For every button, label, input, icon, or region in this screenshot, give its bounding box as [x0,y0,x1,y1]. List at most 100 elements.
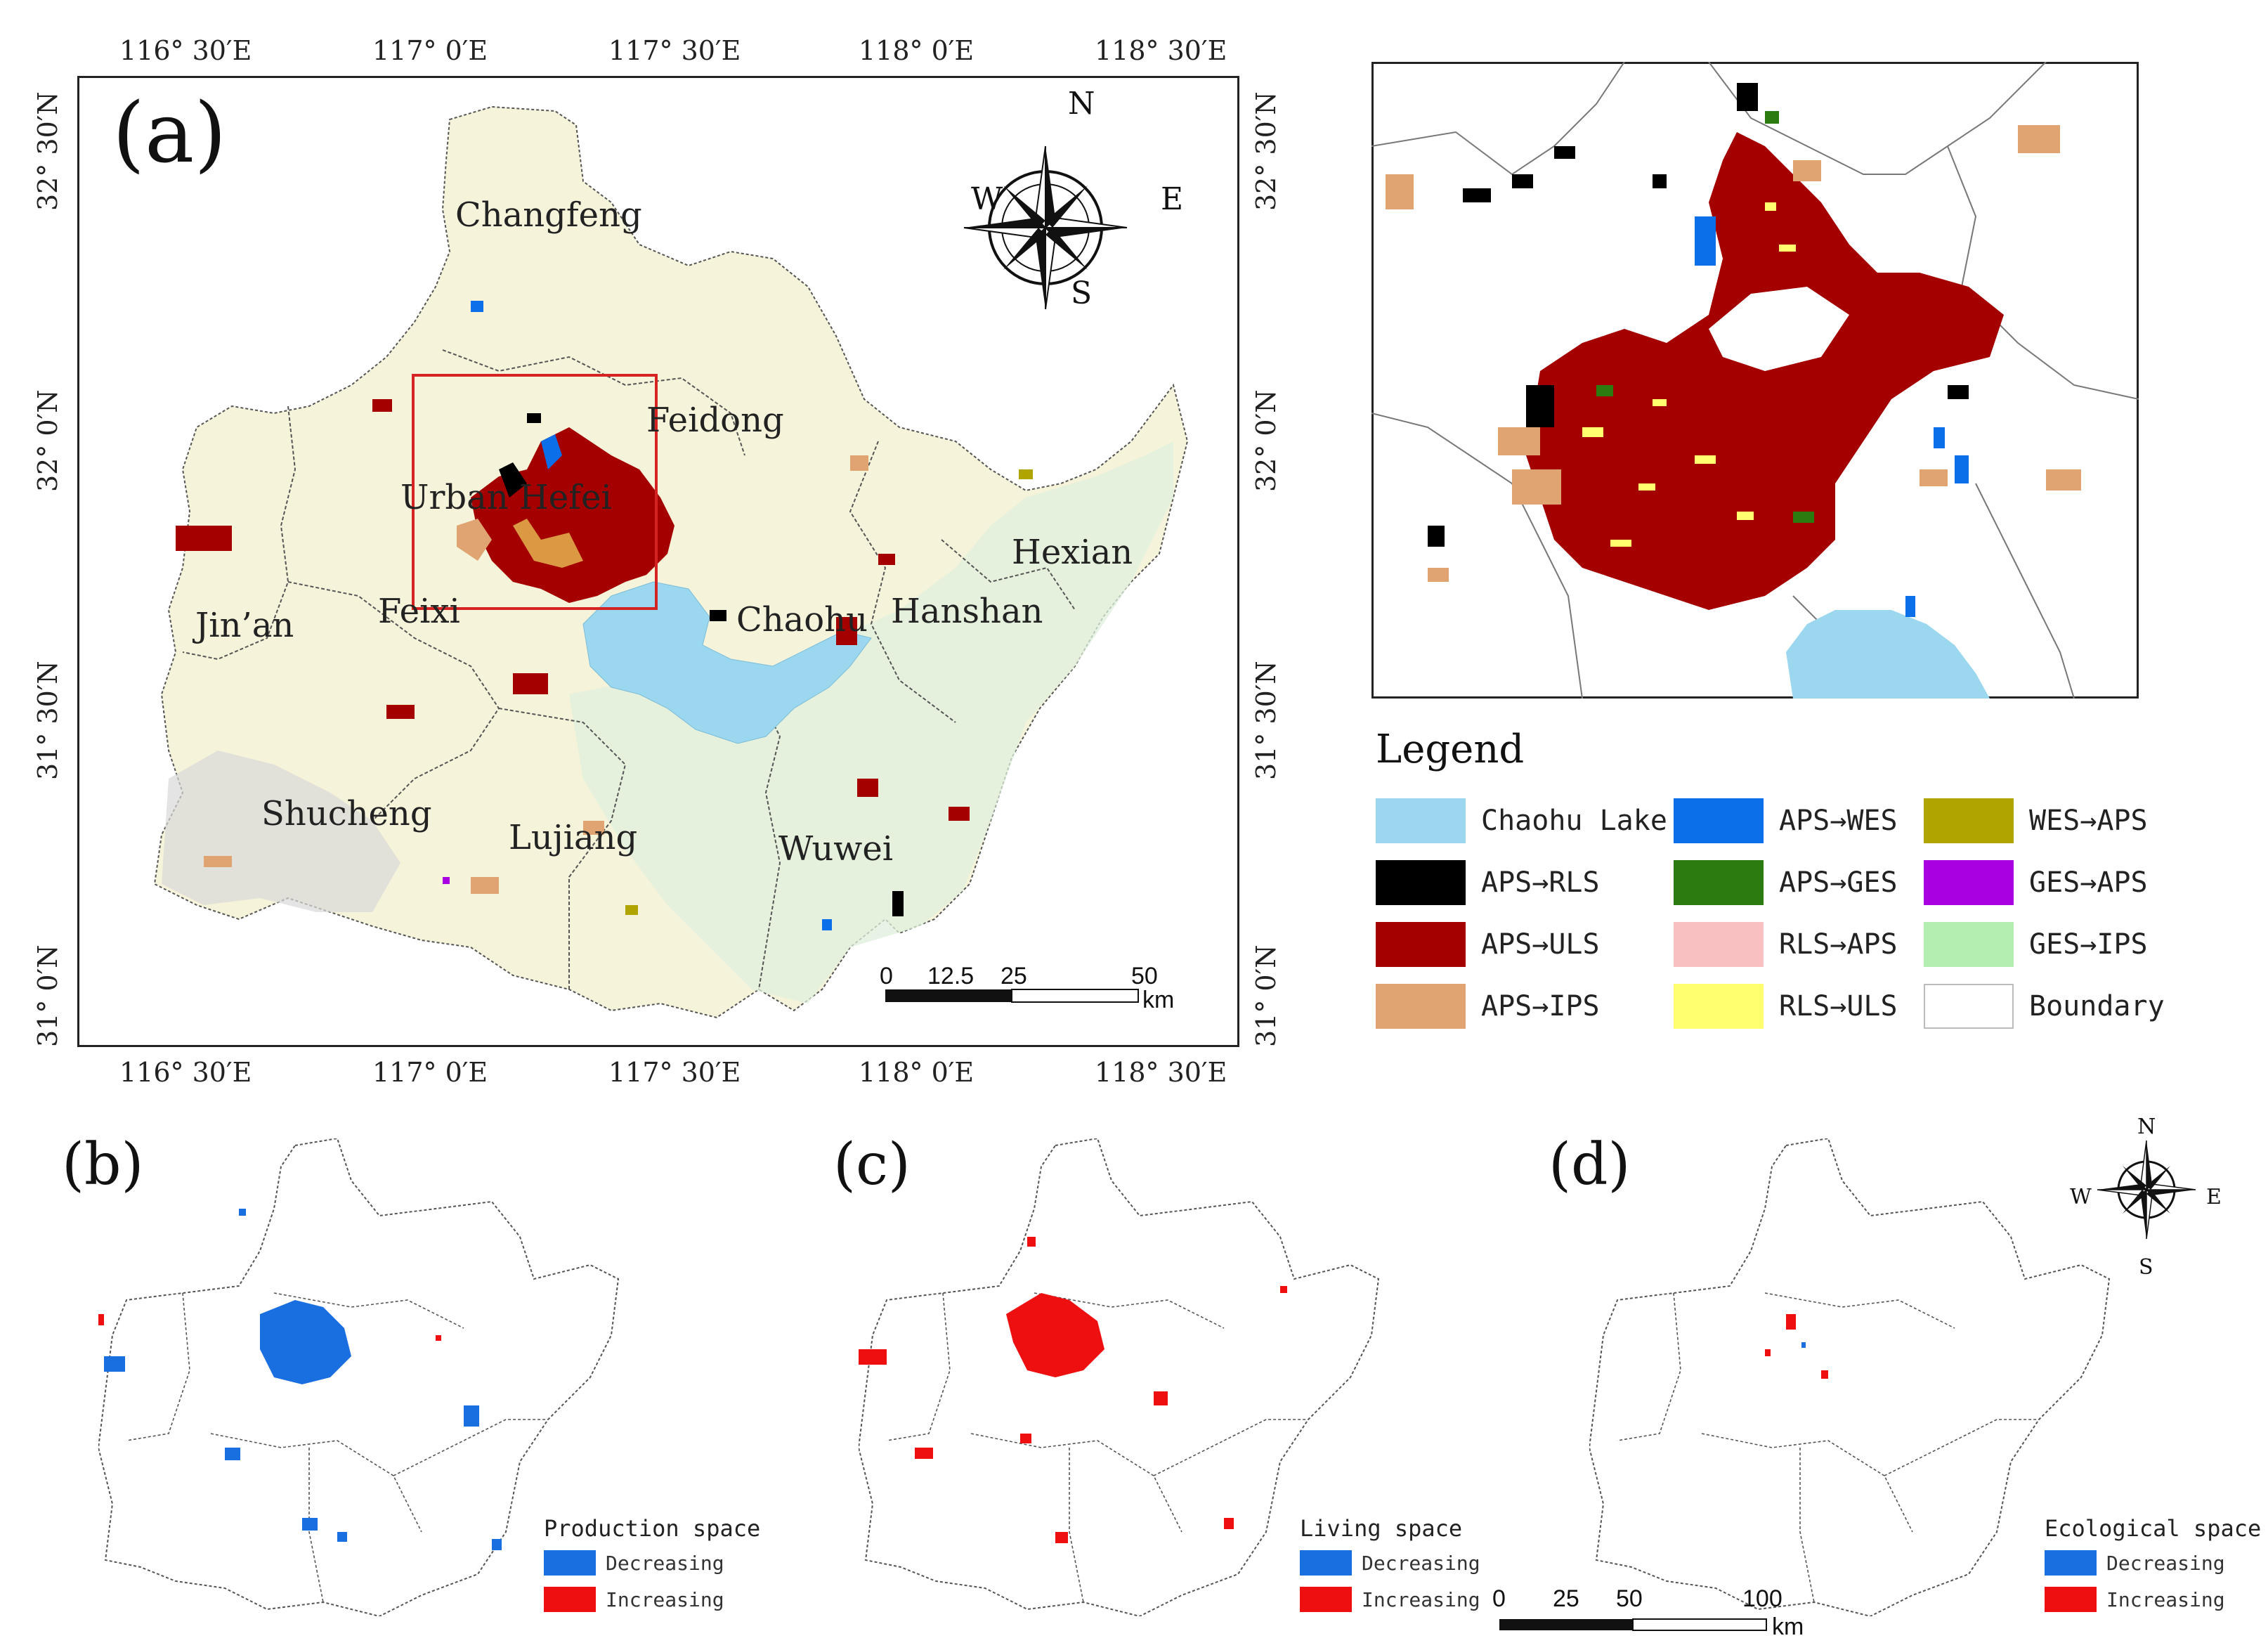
top-tick-1: 116° 30′E [119,35,252,66]
bottom-tick-3: 117° 30′E [608,1057,741,1088]
panel-c-increase [859,1237,1287,1543]
legend-swatch [1674,860,1764,905]
legend-item-wes-aps: WES→APS [1924,798,2148,843]
panel-d-map [1589,1138,2111,1616]
right-tick-1: 32° 30′N [1251,91,1282,211]
bottom-tick-5: 118° 30′E [1095,1057,1227,1088]
panel-b-label: (b) [62,1131,144,1198]
inset-chaohu-lake [1786,610,1990,699]
legend-swatch [1924,984,2014,1029]
scale-a-tick-0: 0 [880,963,893,989]
legend-c-increasing: Increasing [1300,1587,1480,1612]
legend-item-aps-ips: APS→IPS [1376,984,1600,1029]
legend-label: GES→APS [2029,866,2148,899]
right-tick-2: 32° 0′N [1251,389,1282,493]
compass-d-s: S [2139,1255,2153,1280]
legend-label: Boundary [2029,990,2165,1022]
left-tick-3: 31° 30′N [32,661,63,780]
legend-swatch [1376,860,1466,905]
legend-b-increasing: Increasing [544,1587,724,1612]
panel-a-label: (a) [112,84,227,181]
scatter-patches [176,301,1033,930]
panel-d-decrease [1801,1342,1806,1348]
scale-d-tick-1: 25 [1553,1585,1579,1612]
legend-label: WES→APS [2029,805,2148,837]
legend-swatch [1300,1587,1352,1612]
scale-d-unit: km [1772,1613,1804,1640]
compass-a-s: S [1071,275,1093,311]
urban-hefei-yellow [513,519,583,568]
scale-d-tick-0: 0 [1492,1585,1506,1612]
place-feixi: Feixi [378,592,460,631]
urban-hefei-rls [499,462,527,498]
legend-label: RLS→ULS [1779,990,1898,1022]
legend-swatch [1674,798,1764,843]
legend-swatch [1674,984,1764,1029]
inset-wes-patches [1695,216,1969,617]
compass-a-e: E [1161,181,1184,217]
legend-item-aps-rls: APS→RLS [1376,860,1600,905]
panel-c-map [859,1138,1380,1616]
legend-label: GES→IPS [2029,928,2148,961]
legend-label: Increasing [606,1587,724,1611]
place-shucheng: Shucheng [261,794,432,833]
green-region [569,441,1173,1003]
top-tick-5: 118° 30′E [1095,35,1227,66]
place-chaohu: Chaohu [736,600,868,639]
scale-a-tick-2: 25 [1001,963,1027,989]
main-map [153,105,1189,1019]
legend-swatch [1376,922,1466,967]
legend-item-rls-uls: RLS→ULS [1674,984,1898,1029]
left-tick-2: 32° 0′N [32,389,63,493]
legend-label: RLS→APS [1779,928,1898,961]
inset-yellow-specks [1582,202,1796,547]
inset-urban-hole [1709,287,1849,371]
inset-map [1371,62,2139,699]
hill-shading [162,751,400,912]
legend-label: APS→WES [1779,805,1898,837]
legend-label: APS→GES [1779,866,1898,899]
legend-swatch [2045,1550,2097,1576]
legend-item-aps-uls: APS→ULS [1376,922,1600,967]
scale-d-tick-3: 100 [1742,1585,1783,1612]
legend-item-ges-aps: GES→APS [1924,860,2148,905]
scale-a-unit: km [1142,987,1175,1013]
place-lujiang: Lujiang [509,818,638,857]
top-tick-2: 117° 0′E [372,35,488,66]
legend-b-title: Production space [544,1515,761,1542]
urban-hefei-ips [457,519,492,561]
compass-a-n: N [1068,86,1095,122]
compass-rose-d [2097,1140,2196,1240]
legend-label: APS→RLS [1481,866,1600,899]
place-urban-hefei: Urban Hefei [400,478,612,517]
legend-c-decreasing: Decreasing [1300,1550,1480,1576]
place-hanshan: Hanshan [891,592,1043,631]
urban-hefei-wes [541,434,562,469]
panel-b-urban-decrease [104,1209,502,1550]
legend-swatch [544,1587,596,1612]
left-tick-1: 32° 30′N [32,91,63,211]
right-tick-4: 31° 0′N [1251,944,1282,1048]
legend-item-chaohu-lake: Chaohu Lake [1376,798,1667,843]
top-tick-4: 118° 0′E [859,35,975,66]
legend-label: Decreasing [1362,1551,1480,1575]
legend-swatch [1376,798,1466,843]
place-wuwei: Wuwei [778,829,894,869]
top-tick-3: 117° 30′E [608,35,741,66]
scale-a-tick-1: 12.5 [927,963,975,989]
compass-a-w: W [971,181,1003,217]
scale-a-tick-3: 50 [1131,963,1158,989]
legend-swatch [1300,1550,1352,1576]
left-tick-4: 31° 0′N [32,944,63,1048]
legend-d-decreasing: Decreasing [2045,1550,2225,1576]
legend-label: APS→IPS [1481,990,1600,1022]
compass-d-e: E [2206,1185,2222,1209]
urban-hefei-cluster [471,427,674,603]
legend-swatch [1376,984,1466,1029]
legend-item-ges-ips: GES→IPS [1924,922,2148,967]
legend-d-title: Ecological space [2045,1515,2262,1542]
legend-item-aps-wes: APS→WES [1674,798,1898,843]
compass-d-n: N [2137,1115,2156,1139]
inset-ips-patches [1386,125,2081,582]
legend-label: APS→ULS [1481,928,1600,961]
